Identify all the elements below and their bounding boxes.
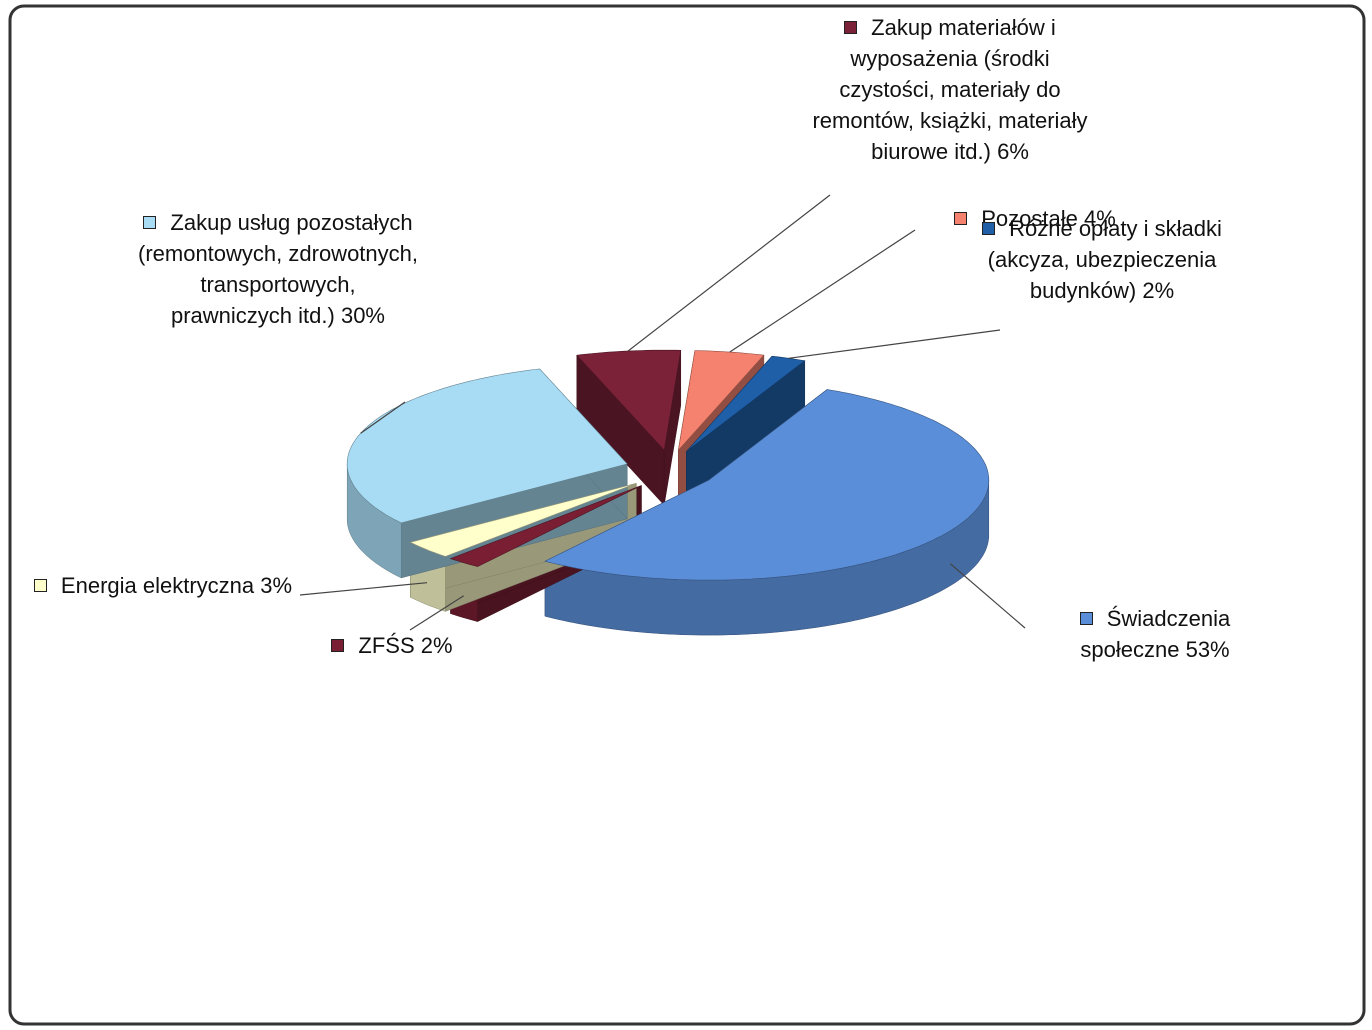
leader-line bbox=[788, 329, 1001, 359]
data-label: Energia elektryczna 3% bbox=[18, 570, 308, 601]
label-value: 6% bbox=[997, 139, 1029, 164]
label-value: 2% bbox=[1142, 278, 1175, 303]
slice bbox=[677, 350, 765, 452]
data-label: Różne opłaty i składki (akcyza, ubezpiec… bbox=[982, 213, 1222, 306]
label-name: Różne opłaty i składki (akcyza, ubezpiec… bbox=[987, 216, 1222, 303]
legend-swatch bbox=[33, 579, 47, 592]
label-value: 30% bbox=[340, 303, 385, 328]
label-value: 4% bbox=[1083, 206, 1116, 231]
label-value: 3% bbox=[260, 573, 293, 598]
label-name: Pozostałe bbox=[981, 206, 1078, 231]
leader-line bbox=[360, 401, 406, 434]
slice bbox=[544, 389, 990, 581]
leader-line bbox=[949, 563, 1026, 629]
legend-swatch bbox=[1079, 612, 1093, 625]
label-name: Energia elektryczna bbox=[60, 573, 255, 598]
slice bbox=[346, 368, 628, 524]
label-value: 53% bbox=[1185, 637, 1230, 662]
slice bbox=[449, 485, 642, 567]
leader-line bbox=[729, 229, 916, 353]
label-value: 2% bbox=[420, 633, 453, 658]
legend-swatch bbox=[954, 212, 968, 225]
data-label: Zakup materiałów i wyposażenia (środki c… bbox=[800, 12, 1100, 167]
label-name: Świadczenia społeczne bbox=[1080, 606, 1231, 662]
data-label: Zakup usług pozostałych (remontowych, zd… bbox=[138, 207, 418, 331]
data-label: Świadczenia społeczne 53% bbox=[1035, 603, 1275, 665]
legend-swatch bbox=[982, 222, 996, 235]
leader-line bbox=[409, 595, 465, 631]
label-name: Zakup materiałów i wyposażenia (środki c… bbox=[812, 15, 1088, 164]
label-name: Zakup usług pozostałych (remontowych, zd… bbox=[138, 210, 418, 328]
leader-line bbox=[627, 194, 831, 352]
chart-frame bbox=[8, 4, 1366, 1026]
data-label: ZFŚS 2% bbox=[312, 630, 472, 661]
slice bbox=[409, 483, 637, 557]
data-label: Pozostałe 4% bbox=[935, 203, 1135, 234]
legend-swatch bbox=[331, 639, 345, 652]
label-name: ZFŚS bbox=[358, 633, 415, 658]
legend-swatch bbox=[143, 216, 157, 229]
slice bbox=[686, 355, 806, 452]
leader-line bbox=[299, 582, 428, 596]
legend-swatch bbox=[844, 21, 858, 34]
